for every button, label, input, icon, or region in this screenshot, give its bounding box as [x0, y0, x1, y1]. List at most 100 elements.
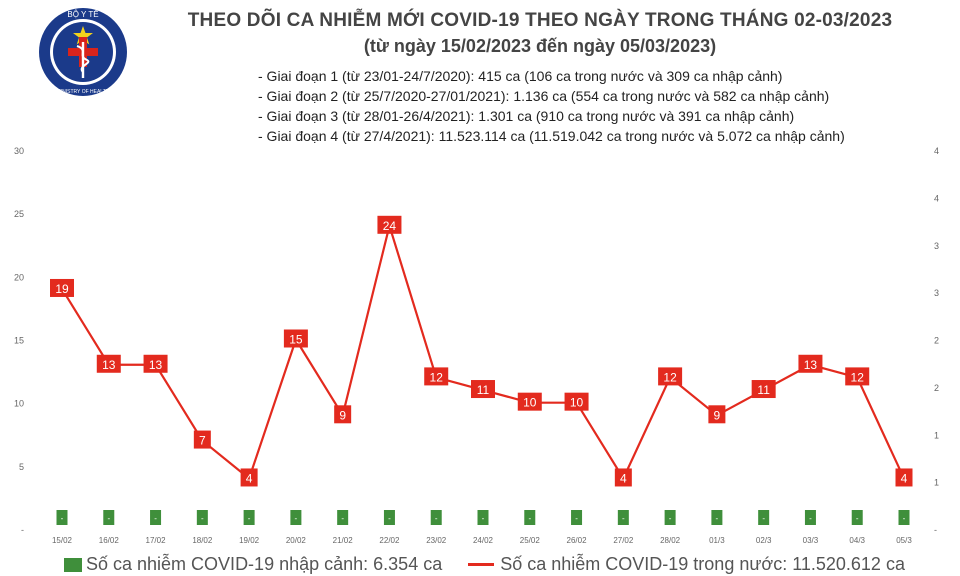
bar-data-label: - [622, 514, 625, 523]
line-data-label: 10 [523, 396, 537, 410]
stage-summary-item: - Giai đoạn 4 (từ 27/4/2021): 11.523.114… [258, 128, 845, 144]
line-data-label: 11 [757, 383, 770, 397]
line-data-label: 9 [339, 408, 346, 422]
x-tick-label: 27/02 [613, 536, 634, 545]
line-label-box [96, 354, 121, 373]
bar-imported-24/02 [477, 510, 489, 525]
line-data-label: 11 [477, 383, 490, 397]
line-data-label: 4 [620, 471, 627, 485]
x-tick-label: 17/02 [146, 536, 167, 545]
line-data-label: 13 [149, 358, 163, 372]
bar-data-label: - [762, 514, 765, 523]
bar-imported-26/02 [571, 510, 583, 525]
line-data-label: 4 [246, 471, 253, 485]
bar-imported-23/02 [430, 510, 442, 525]
line-data-label: 13 [804, 358, 818, 372]
y-right-tick-label: 3 [934, 241, 939, 251]
y-left-tick-label: 20 [14, 272, 24, 282]
x-tick-label: 23/02 [426, 536, 447, 545]
x-tick-label: 26/02 [567, 536, 588, 545]
chart-title: THEO DÕI CA NHIỄM MỚI COVID-19 THEO NGÀY… [187, 10, 893, 31]
x-tick-label: 18/02 [192, 536, 213, 545]
x-tick-label: 04/3 [849, 536, 865, 545]
x-tick-label: 21/02 [333, 536, 354, 545]
line-label-box [708, 405, 726, 424]
line-label-box [517, 392, 542, 411]
line-label-box [240, 468, 258, 487]
x-tick-label: 22/02 [379, 536, 400, 545]
y-left-tick-label: 30 [14, 146, 24, 156]
stage-summary-item: - Giai đoạn 3 (từ 28/01-26/4/2021): 1.30… [258, 108, 795, 124]
line-label-box [377, 215, 402, 234]
line-data-label: 10 [570, 396, 584, 410]
chart-legend: Số ca nhiễm COVID-19 nhập cảnh: 6.354 ca… [64, 554, 905, 575]
x-tick-label: 19/02 [239, 536, 260, 545]
line-data-label: 15 [289, 333, 303, 347]
bar-data-label: - [575, 514, 578, 523]
line-label-box [143, 354, 168, 373]
bar-imported-27/02 [617, 510, 629, 525]
logo-top-text: BỘ Y TẾ [67, 9, 98, 19]
line-data-label: 9 [714, 408, 721, 422]
line-label-box [564, 392, 589, 411]
bar-imported-19/02 [243, 510, 255, 525]
bar-data-label: - [107, 514, 110, 523]
bar-data-label: - [435, 514, 438, 523]
stage-summary-list: - Giai đoạn 1 (từ 23/01-24/7/2020): 415 … [258, 66, 845, 146]
bar-data-label: - [295, 514, 298, 523]
line-label-box [471, 380, 495, 399]
y-right-tick-label: - [934, 525, 937, 535]
y-right-tick-label: 4 [934, 146, 939, 156]
y-left-tick-label: 15 [14, 336, 24, 346]
x-tick-label: 16/02 [99, 536, 120, 545]
y-right-tick-label: 1 [934, 478, 939, 488]
line-label-box [845, 367, 870, 386]
bar-imported-04/3 [851, 510, 863, 525]
line-domestic-series [61, 224, 905, 480]
bar-imported-16/02 [103, 510, 115, 525]
bar-imported-15/02 [56, 510, 68, 525]
bar-imported-02/3 [758, 510, 770, 525]
y-right-tick-label: 2 [934, 383, 939, 393]
x-tick-label: 25/02 [520, 536, 541, 545]
bar-data-label: - [341, 514, 344, 523]
bar-data-label: - [201, 514, 204, 523]
legend-swatch-domestic [468, 563, 495, 566]
x-tick-label: 20/02 [286, 536, 307, 545]
chart-subtitle: (từ ngày 15/02/2023 đến ngày 05/03/2023) [363, 36, 717, 56]
line-label-box [424, 367, 449, 386]
line-data-label: 19 [55, 282, 69, 296]
bar-data-label: - [809, 514, 812, 523]
bar-data-label: - [856, 514, 859, 523]
ministry-of-health-logo: BỘ Y TẾ MINISTRY OF HEALTH [39, 8, 127, 96]
bar-imported-20/02 [290, 510, 302, 525]
bar-imported-22/02 [383, 510, 395, 525]
line-label-box [798, 354, 823, 373]
legend-swatch-imported [64, 557, 82, 572]
line-data-label: 12 [851, 370, 865, 384]
bar-imported-01/3 [711, 510, 723, 525]
line-data-label: 4 [901, 471, 908, 485]
line-label-box [334, 405, 352, 424]
x-tick-label: 02/3 [756, 536, 772, 545]
bar-data-label: - [482, 514, 485, 523]
bar-data-label: - [248, 514, 251, 523]
star-icon [73, 26, 93, 45]
x-tick-label: 15/02 [52, 536, 73, 545]
legend-label-imported: Số ca nhiễm COVID-19 nhập cảnh: 6.354 ca [86, 554, 443, 574]
bar-imported-25/02 [524, 510, 536, 525]
x-tick-label: 24/02 [473, 536, 494, 545]
x-tick-label: 05/3 [896, 536, 912, 545]
x-tick-label: 01/3 [709, 536, 725, 545]
y-left-tick-label: 5 [19, 462, 24, 472]
y-left-tick-label: 25 [14, 209, 24, 219]
y-right-tick-label: 3 [934, 288, 939, 298]
line-label-box [751, 380, 776, 399]
x-tick-label: 03/3 [803, 536, 819, 545]
bar-data-label: - [61, 514, 64, 523]
line-label-box [283, 329, 308, 348]
y-right-tick-label: 2 [934, 336, 939, 346]
bar-imported-21/02 [337, 510, 349, 525]
logo-bottom-text: MINISTRY OF HEALTH [57, 89, 110, 95]
line-data-label: 12 [430, 370, 444, 384]
